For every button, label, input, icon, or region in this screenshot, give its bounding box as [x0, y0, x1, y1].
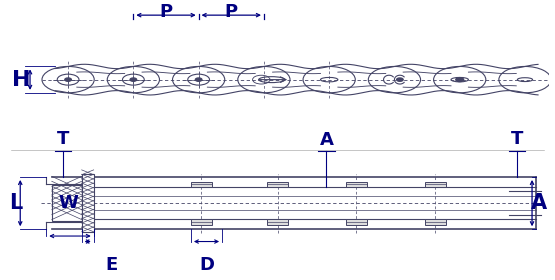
- Bar: [52, 185, 82, 221]
- Bar: [346, 219, 367, 225]
- Text: L: L: [9, 193, 22, 213]
- Bar: [191, 219, 211, 225]
- Circle shape: [456, 78, 463, 81]
- Bar: [82, 174, 94, 232]
- Circle shape: [195, 78, 202, 81]
- Circle shape: [397, 78, 403, 81]
- Bar: [267, 182, 288, 187]
- Bar: [346, 182, 367, 187]
- Text: P: P: [225, 3, 238, 21]
- Bar: [425, 219, 446, 225]
- Bar: [191, 182, 211, 187]
- Text: T: T: [511, 130, 523, 148]
- Text: W: W: [58, 194, 78, 212]
- Text: H: H: [12, 70, 30, 90]
- Circle shape: [65, 78, 72, 81]
- Bar: [425, 182, 446, 187]
- Text: E: E: [105, 256, 118, 274]
- Text: D: D: [199, 256, 214, 274]
- Circle shape: [130, 78, 137, 81]
- Text: A: A: [531, 193, 547, 213]
- Bar: [267, 219, 288, 225]
- Text: P: P: [159, 3, 173, 21]
- Text: T: T: [57, 130, 69, 148]
- Text: A: A: [320, 131, 334, 149]
